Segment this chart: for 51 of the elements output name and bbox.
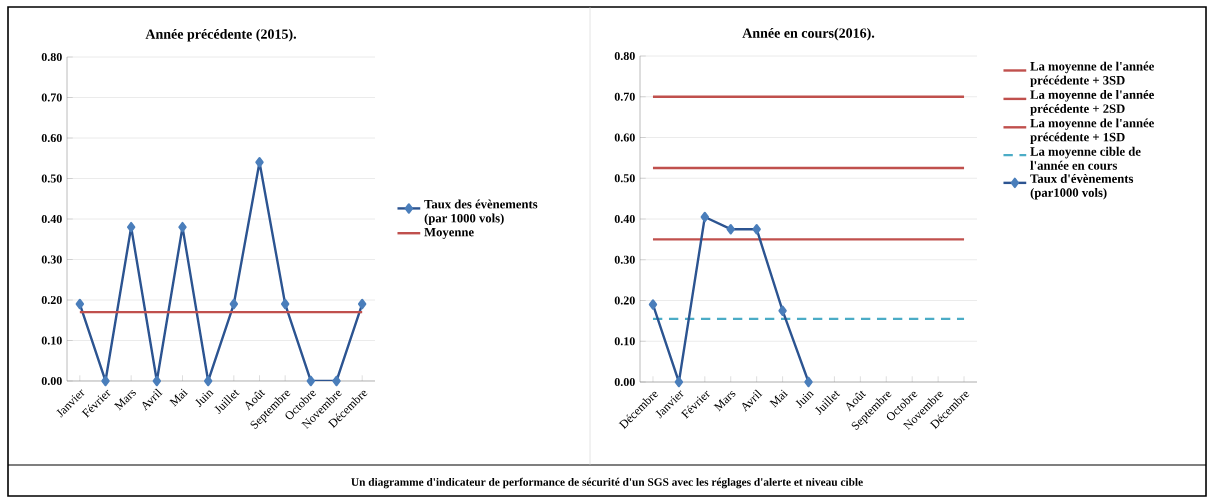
x-tick-label: Mai <box>169 388 188 407</box>
point <box>75 298 85 310</box>
y-tick-label: 0.70 <box>614 92 635 101</box>
point <box>332 375 341 387</box>
point <box>778 305 787 316</box>
point <box>255 157 264 168</box>
y-tick-label: 0.60 <box>614 133 635 142</box>
point <box>203 375 213 387</box>
text: Un diagramme d'indicateur de performance de sécurité d'un SGS avec les réglages d'alerte et niveau cible <box>351 477 863 489</box>
point <box>280 298 290 310</box>
y-tick-label: 0.50 <box>614 174 635 183</box>
y-tick-label: 0.10 <box>614 337 635 346</box>
point <box>306 375 316 387</box>
x-tick-label: Juin <box>195 390 214 408</box>
y-tick-label: 0.20 <box>41 295 62 305</box>
point <box>178 221 187 233</box>
point <box>804 376 813 388</box>
x-tick-label: Juin <box>795 391 814 409</box>
point <box>700 211 710 223</box>
y-tick-label: 0.80 <box>41 52 62 62</box>
point <box>752 223 761 235</box>
legend-label: La moyenne de l'année précédente + 1SD <box>1030 118 1154 144</box>
y-tick-label: 0.70 <box>41 93 62 102</box>
y-tick-label: 0.20 <box>614 296 635 305</box>
y-tick-label: 0.40 <box>614 214 635 224</box>
point <box>152 375 162 387</box>
legend-label: La moyenne de l'année précédente + 3SD <box>1030 61 1154 88</box>
point <box>726 223 735 235</box>
legend-label: Taux des évènements (par 1000 vols) <box>424 199 538 226</box>
point <box>674 376 684 388</box>
y-tick-label: 0.60 <box>41 133 62 143</box>
y-tick-label: 0.10 <box>41 336 62 345</box>
x-tick-label: Mai <box>769 389 789 408</box>
y-tick-label: 0.30 <box>614 255 635 264</box>
point <box>229 298 239 310</box>
y-tick-label: 0.00 <box>41 376 62 386</box>
y-tick-label: 0.30 <box>41 255 62 264</box>
point <box>357 298 367 310</box>
legend-label: La moyenne de l'année précédente + 2SD <box>1030 90 1154 116</box>
point <box>126 221 136 233</box>
chart-title: Année précédente (2015). <box>145 28 297 42</box>
point <box>648 299 658 310</box>
chart-title: Année en cours(2016). <box>742 27 875 41</box>
y-tick-label: 0.40 <box>41 214 62 224</box>
legend-label: La moyenne cible de l'année en cours <box>1030 146 1141 170</box>
y-tick-label: 0.00 <box>614 377 635 387</box>
y-tick-label: 0.50 <box>41 174 62 183</box>
legend-label: Moyenne <box>424 227 474 239</box>
legend-label: Taux d'évènements (par1000 vols) <box>1030 173 1134 200</box>
y-tick-label: 0.80 <box>614 51 635 61</box>
point <box>101 375 110 387</box>
